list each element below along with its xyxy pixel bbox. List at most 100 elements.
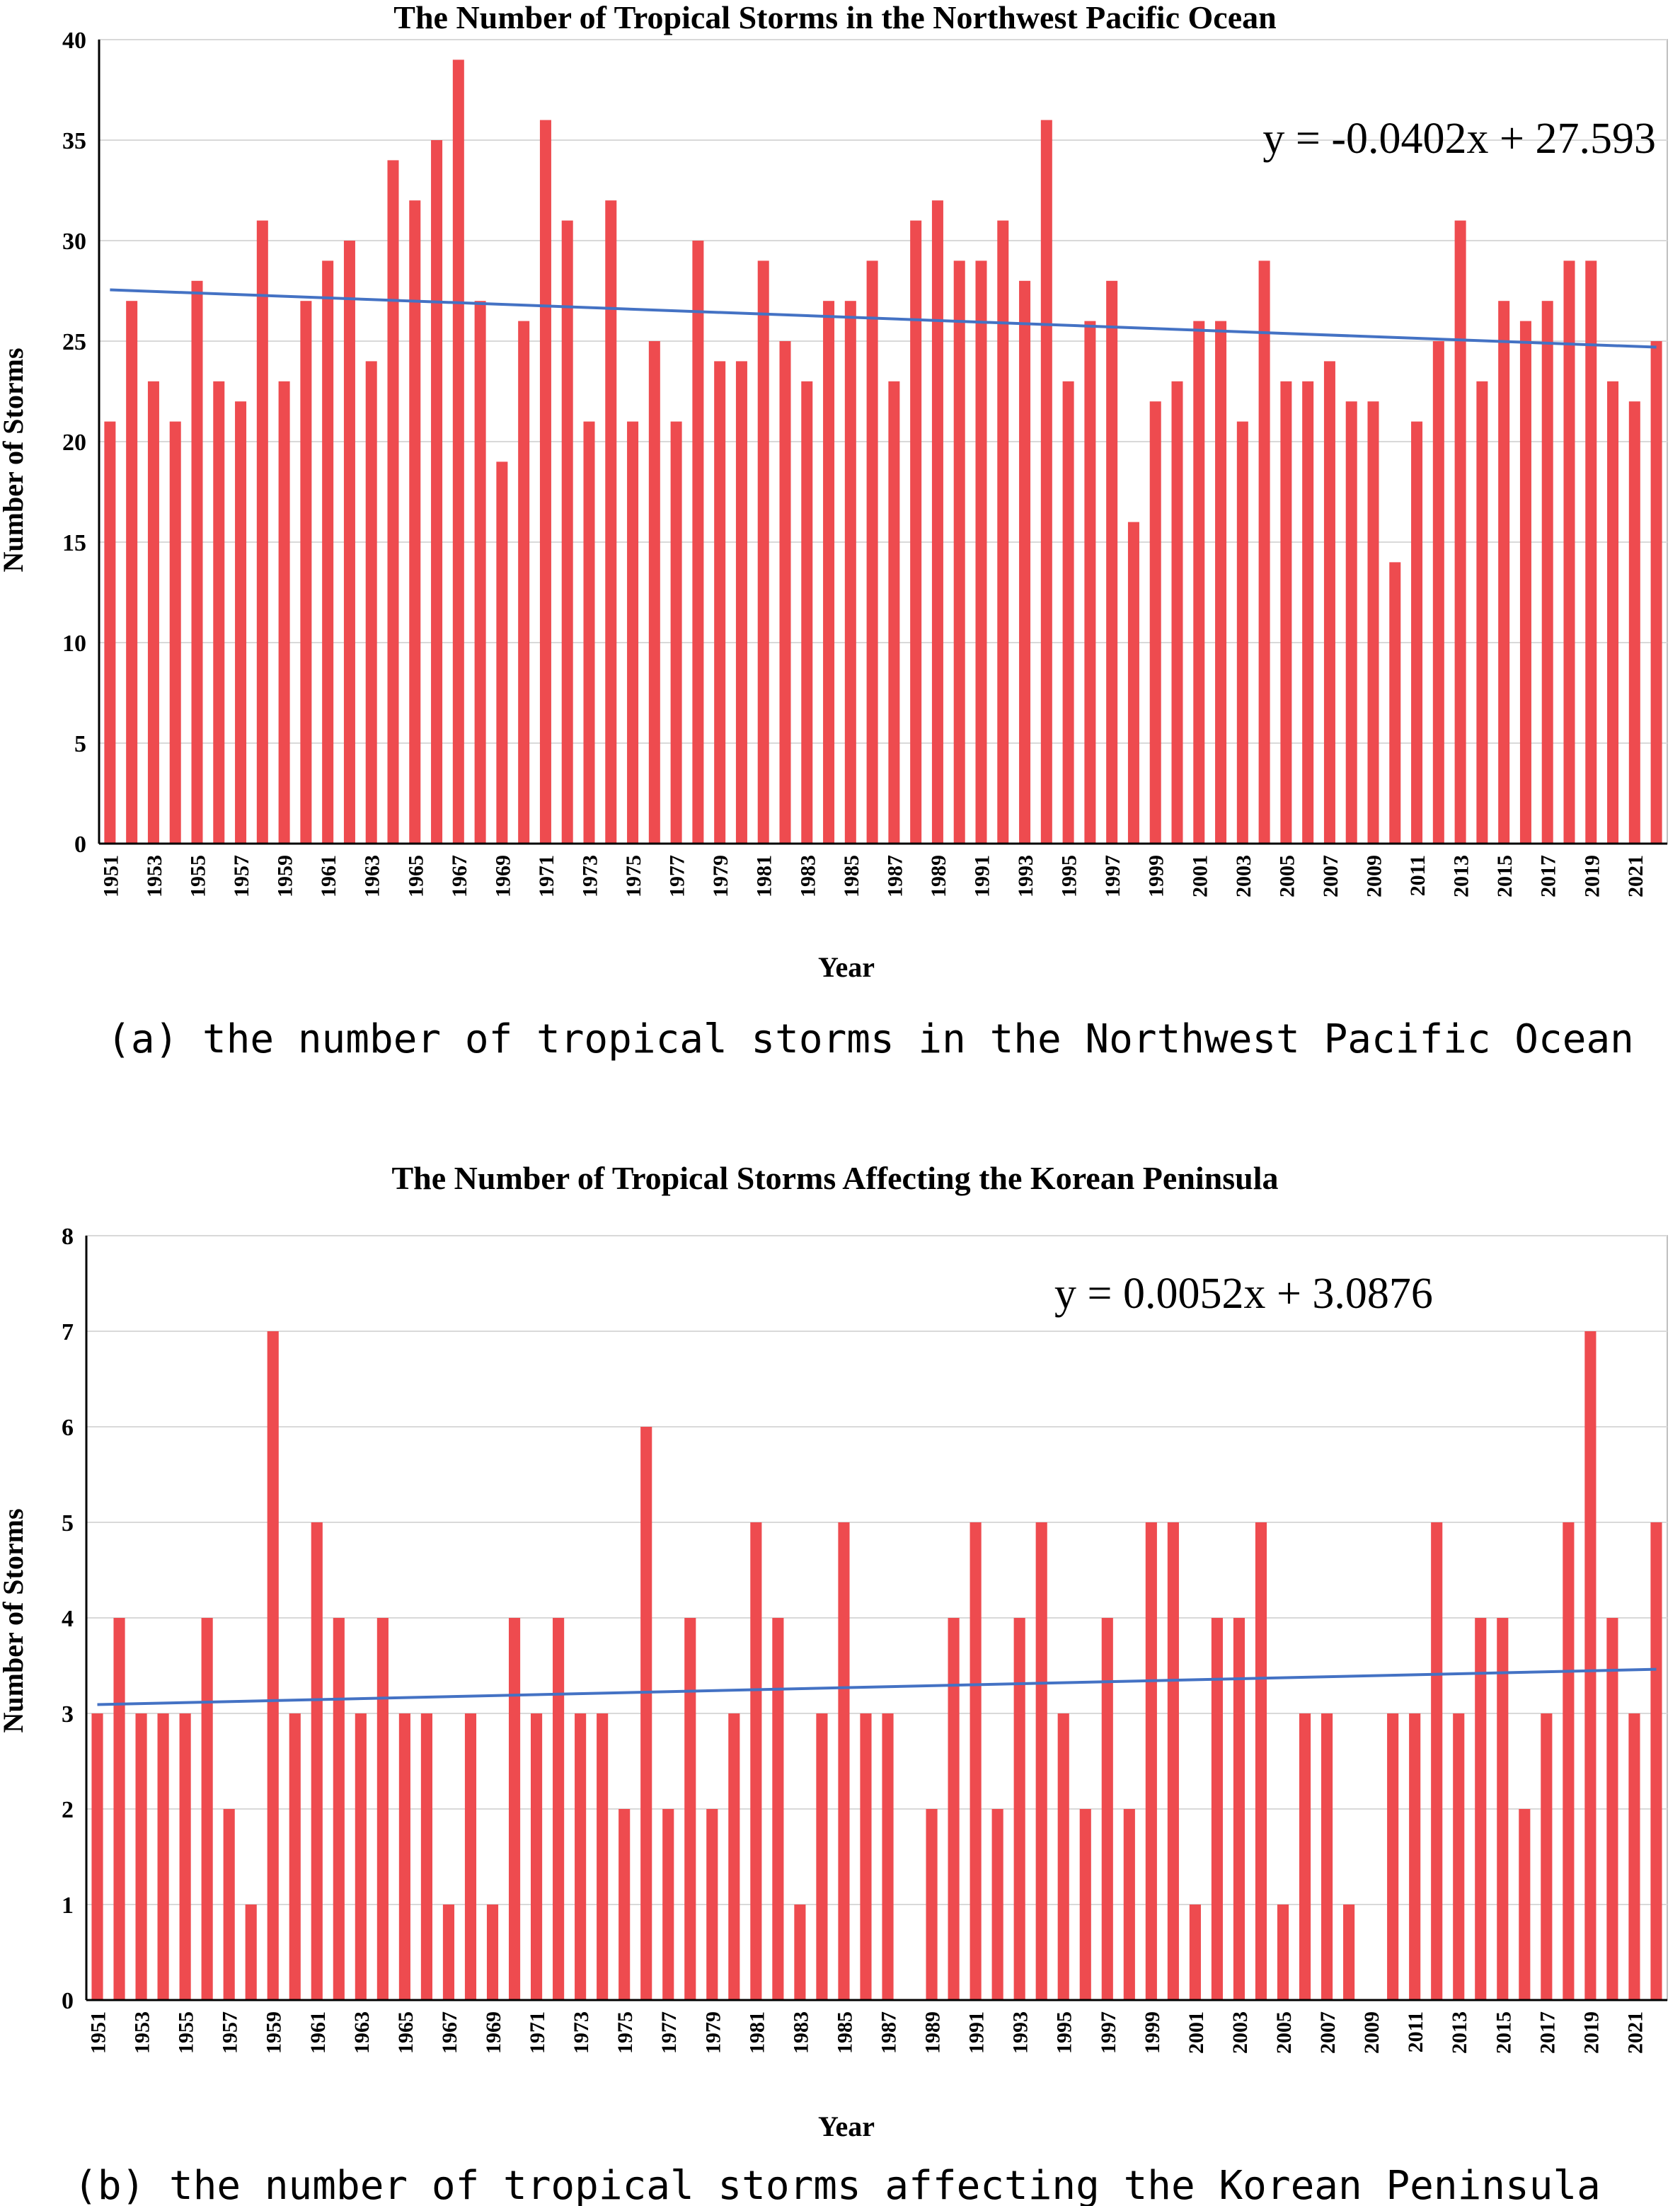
bar-1978 xyxy=(692,241,704,844)
y-tick-label: 0 xyxy=(62,1988,74,2014)
bar-2017 xyxy=(1541,1713,1553,2000)
bar-2020 xyxy=(1607,381,1619,844)
y-tick-label: 40 xyxy=(62,28,86,54)
chart-a-title: The Number of Tropical Storms in the Nor… xyxy=(393,0,1276,35)
x-tick-label: 2011 xyxy=(1404,2011,1427,2052)
x-tick-label: 1985 xyxy=(833,2011,856,2054)
bar-2011 xyxy=(1411,421,1423,844)
bar-1969 xyxy=(486,1905,499,2000)
bar-2004 xyxy=(1258,260,1270,844)
trendline xyxy=(110,288,1657,349)
x-tick-label: 2009 xyxy=(1363,855,1386,897)
x-tick-label: 1975 xyxy=(622,855,645,897)
bar-1956 xyxy=(201,1618,213,2000)
x-tick-label: 1989 xyxy=(921,2011,945,2054)
bar-1994 xyxy=(1035,1522,1047,2000)
x-tick-label: 1993 xyxy=(1014,855,1037,897)
x-tick-label: 2013 xyxy=(1448,2011,1471,2054)
x-tick-label: 1959 xyxy=(263,2011,286,2054)
x-tick-label: 1995 xyxy=(1058,855,1081,897)
x-tick-label: 2005 xyxy=(1272,2011,1296,2054)
bar-1964 xyxy=(387,160,399,844)
x-tick-label: 2015 xyxy=(1492,2011,1515,2054)
bar-1993 xyxy=(1019,280,1031,844)
bar-2008 xyxy=(1343,1905,1355,2000)
bar-2012 xyxy=(1431,1522,1443,2000)
chart-a-y-axis-label: Number of Storms xyxy=(0,347,29,572)
y-tick-label: 25 xyxy=(62,329,86,355)
bar-2016 xyxy=(1519,1809,1531,2000)
bar-1962 xyxy=(333,1618,345,2000)
bar-2021 xyxy=(1628,1713,1640,2000)
x-tick-label: 2013 xyxy=(1450,855,1473,897)
bar-1958 xyxy=(256,220,268,844)
bar-1998 xyxy=(1123,1809,1135,2000)
bar-1955 xyxy=(179,1713,191,2000)
x-tick-label: 1987 xyxy=(878,2011,901,2054)
y-tick-label: 20 xyxy=(62,430,86,456)
bar-2010 xyxy=(1387,1713,1399,2000)
bar-1976 xyxy=(648,341,660,844)
y-tick-label: 7 xyxy=(62,1319,74,1345)
y-tick-label: 5 xyxy=(74,731,86,757)
bar-1985 xyxy=(844,301,856,844)
bar-1959 xyxy=(267,1331,279,2000)
bar-1959 xyxy=(278,381,290,844)
chart-b-x-ticks: 1951 1953 1955 1957 1959 1961 1963 1965 1967 1969… xyxy=(87,2011,1647,2054)
bar-1982 xyxy=(772,1618,784,2000)
x-tick-label: 1965 xyxy=(404,855,427,897)
x-tick-label: 1967 xyxy=(448,855,471,897)
bar-2022 xyxy=(1650,341,1662,844)
bar-1965 xyxy=(409,200,421,844)
x-tick-label: 1977 xyxy=(666,855,689,897)
x-tick-label: 1987 xyxy=(883,855,907,897)
x-tick-label: 2001 xyxy=(1188,855,1212,897)
bar-1963 xyxy=(365,361,377,844)
y-tick-label: 15 xyxy=(62,530,86,556)
bar-2011 xyxy=(1409,1713,1421,2000)
x-tick-label: 1969 xyxy=(491,855,514,897)
bar-1997 xyxy=(1101,1618,1113,2000)
bar-1974 xyxy=(597,1713,609,2000)
x-tick-label: 1999 xyxy=(1145,855,1168,897)
chart-a-caption: (a) the number of tropical storms in the… xyxy=(107,1016,1634,1062)
bar-1979 xyxy=(714,361,726,844)
bar-2003 xyxy=(1236,421,1248,844)
bar-1996 xyxy=(1079,1809,1091,2000)
bar-1982 xyxy=(779,341,791,844)
bar-2003 xyxy=(1233,1618,1245,2000)
chart-a-bars xyxy=(104,59,1662,844)
x-tick-label: 1989 xyxy=(927,855,950,897)
x-tick-label: 1955 xyxy=(187,855,210,897)
x-tick-label: 1961 xyxy=(317,855,340,897)
x-tick-label: 1999 xyxy=(1141,2011,1164,2054)
bar-2005 xyxy=(1277,1905,1289,2000)
x-tick-label: 1983 xyxy=(789,2011,812,2054)
x-tick-label: 1963 xyxy=(361,855,384,897)
chart-b: The Number of Tropical Storms Affecting … xyxy=(0,1160,1668,2206)
bar-1954 xyxy=(169,421,181,844)
bar-1996 xyxy=(1084,321,1096,844)
y-tick-label: 3 xyxy=(62,1701,74,1728)
chart-b-grid xyxy=(86,1235,1668,2001)
x-tick-label: 1967 xyxy=(438,2011,461,2054)
bar-1984 xyxy=(823,301,835,844)
x-tick-label: 1975 xyxy=(614,2011,637,2054)
bar-1979 xyxy=(706,1809,718,2000)
bar-1981 xyxy=(750,1522,762,2000)
bar-1971 xyxy=(539,120,551,844)
x-tick-label: 1977 xyxy=(657,2011,681,2054)
bar-1963 xyxy=(355,1713,367,2000)
bar-1953 xyxy=(147,381,159,844)
bar-2018 xyxy=(1563,260,1575,844)
bar-1991 xyxy=(975,260,987,844)
bar-1980 xyxy=(728,1713,740,2000)
bar-1972 xyxy=(553,1618,565,2000)
bar-1983 xyxy=(801,381,813,844)
bar-1983 xyxy=(794,1905,806,2000)
bar-2021 xyxy=(1628,401,1640,844)
bar-1975 xyxy=(627,421,639,844)
bar-1978 xyxy=(684,1618,696,2000)
bar-1984 xyxy=(816,1713,828,2000)
chart-a-trend xyxy=(110,288,1657,349)
